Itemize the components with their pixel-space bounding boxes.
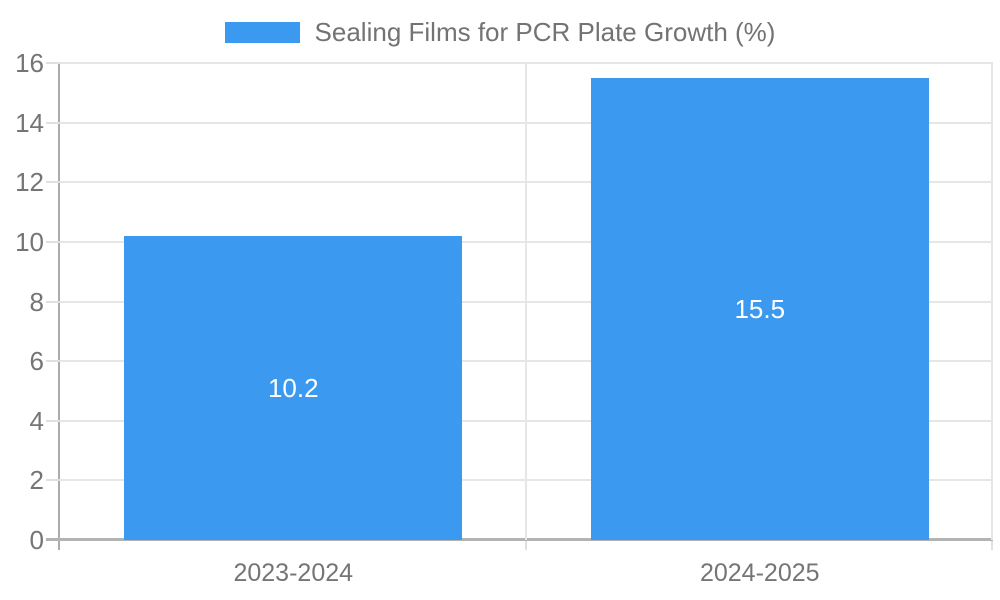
x-axis-tick-label: 2023-2024 [233,559,354,587]
h-gridline [60,479,993,482]
h-gridline [60,419,993,422]
y-axis-tick [46,360,60,363]
y-axis-tick [46,181,60,184]
v-gridline [524,63,527,540]
h-gridline [60,240,993,243]
y-axis-tick [46,62,60,64]
y-axis-tick [46,300,60,303]
y-axis-tick [46,419,60,422]
y-axis-tick [46,121,60,124]
bar[interactable] [124,235,463,540]
y-axis-tick [46,539,60,541]
y-axis-tick-label: 16 [15,48,44,78]
bar-value-label: 10.2 [267,372,319,403]
y-axis-tick-label: 0 [29,525,44,555]
legend-swatch-icon [224,21,300,43]
v-gridline [991,63,993,540]
y-axis-tick-label: 4 [29,405,44,436]
y-axis-tick [46,240,60,243]
y-axis-tick-label: 2 [29,465,44,496]
x-axis-tick [991,541,993,550]
x-axis-baseline [46,538,993,541]
h-gridline [60,181,993,184]
h-gridline [60,360,993,363]
y-axis-tick-label: 10 [15,226,44,257]
y-axis-tick [46,479,60,482]
h-gridline [60,121,993,124]
y-axis-line [58,63,60,550]
y-axis-tick-label: 12 [15,167,44,198]
y-axis-tick-label: 6 [29,346,44,377]
y-axis-tick-label: 8 [29,286,44,317]
legend-label: Sealing Films for PCR Plate Growth (%) [314,17,776,47]
legend[interactable]: Sealing Films for PCR Plate Growth (%) [0,14,1000,50]
y-axis-tick-label: 14 [15,107,44,138]
plot-area: 10.2 15.5 [60,62,993,540]
x-axis-tick [524,541,527,550]
bar-value-label: 15.5 [734,293,786,324]
h-gridline [60,300,993,303]
bar[interactable] [590,77,929,540]
h-gridline [60,62,993,64]
x-axis-tick-label: 2024-2025 [699,559,820,587]
